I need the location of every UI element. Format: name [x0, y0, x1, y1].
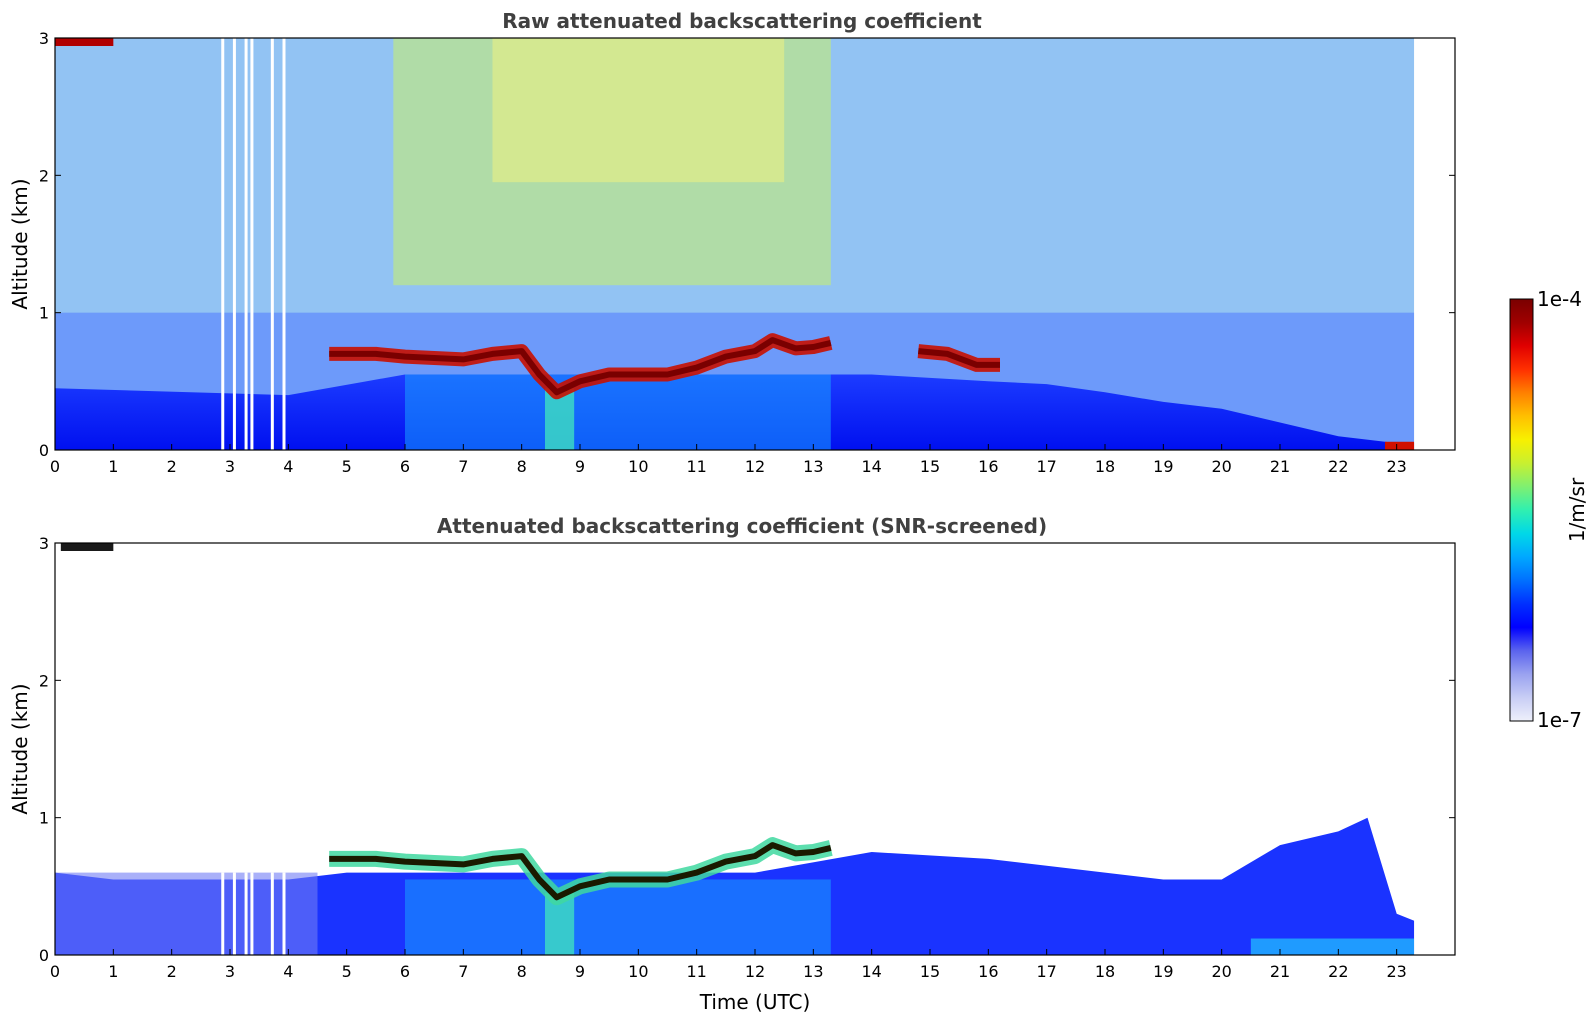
x-tick-label: 21 [1270, 962, 1290, 981]
x-tick-label: 6 [400, 962, 410, 981]
y-tick-label: 2 [39, 166, 49, 185]
x-tick-label: 19 [1153, 457, 1173, 476]
x-tick-label: 22 [1328, 962, 1348, 981]
y-tick-label: 3 [39, 29, 49, 48]
y-tick-label: 1 [39, 304, 49, 323]
x-tick-label: 18 [1095, 962, 1115, 981]
x-tick-label: 15 [920, 457, 940, 476]
x-tick-label: 7 [458, 457, 468, 476]
x-tick-label: 21 [1270, 457, 1290, 476]
x-tick-label: 9 [575, 962, 585, 981]
x-tick-label: 5 [342, 457, 352, 476]
chart-title: Attenuated backscattering coefficient (S… [437, 514, 1047, 538]
x-tick-label: 20 [1211, 457, 1231, 476]
y-tick-label: 3 [39, 534, 49, 553]
x-tick-label: 0 [50, 962, 60, 981]
x-tick-label: 8 [517, 962, 527, 981]
x-tick-label: 4 [283, 457, 293, 476]
axes-ticks: 0 1 2 3 4 5 6 7 8 9 10 11 12 13 14 15 16 17 18 19 20 21 22 2301… [39, 29, 1455, 476]
x-tick-label: 12 [745, 962, 765, 981]
heatmap-image [55, 543, 1455, 955]
x-tick-label: 9 [575, 457, 585, 476]
colorbar-gradient [1509, 298, 1534, 722]
x-tick-label: 13 [803, 962, 823, 981]
x-tick-label: 17 [1036, 962, 1056, 981]
x-tick-label: 10 [628, 962, 648, 981]
x-tick-label: 16 [978, 457, 998, 476]
x-tick-label: 23 [1386, 457, 1406, 476]
x-tick-label: 14 [861, 962, 881, 981]
heatmap-image [55, 38, 1455, 450]
x-tick-label: 18 [1095, 457, 1115, 476]
x-tick-label: 11 [686, 962, 706, 981]
x-tick-label: 10 [628, 457, 648, 476]
chart-snr-screened: Attenuated backscattering coefficient (S… [8, 514, 1456, 1014]
chart-title: Raw attenuated backscattering coefficien… [502, 9, 982, 33]
x-tick-label: 22 [1328, 457, 1348, 476]
x-tick-label: 5 [342, 962, 352, 981]
chart-raw: Raw attenuated backscattering coefficien… [8, 9, 1456, 476]
x-tick-label: 1 [108, 962, 118, 981]
y-axis-label: Altitude (km) [8, 683, 32, 814]
axes-ticks: 0 1 2 3 4 5 6 7 8 9 10 11 12 13 14 15 16 17 18 19 20 21 22 2301… [39, 534, 1455, 981]
x-tick-label: 7 [458, 962, 468, 981]
x-axis-label: Time (UTC) [699, 990, 811, 1014]
x-tick-label: 1 [108, 457, 118, 476]
y-axis-label: Altitude (km) [8, 178, 32, 309]
x-tick-label: 11 [686, 457, 706, 476]
colorbar: 1e-4 1e-7 1/m/sr [1509, 287, 1589, 732]
y-tick-label: 0 [39, 441, 49, 460]
x-tick-label: 17 [1036, 457, 1056, 476]
colorbar-min-label: 1e-7 [1537, 708, 1582, 732]
x-tick-label: 4 [283, 962, 293, 981]
x-tick-label: 8 [517, 457, 527, 476]
x-tick-label: 14 [861, 457, 881, 476]
x-tick-label: 2 [167, 962, 177, 981]
x-tick-label: 0 [50, 457, 60, 476]
x-tick-label: 3 [225, 962, 235, 981]
x-tick-label: 23 [1386, 962, 1406, 981]
y-tick-label: 1 [39, 809, 49, 828]
colorbar-label: 1/m/sr [1565, 477, 1589, 542]
x-tick-label: 2 [167, 457, 177, 476]
x-tick-label: 15 [920, 962, 940, 981]
x-tick-label: 16 [978, 962, 998, 981]
y-tick-label: 2 [39, 671, 49, 690]
y-tick-label: 0 [39, 946, 49, 965]
colorbar-max-label: 1e-4 [1537, 287, 1582, 311]
x-tick-label: 6 [400, 457, 410, 476]
x-tick-label: 13 [803, 457, 823, 476]
x-tick-label: 20 [1211, 962, 1231, 981]
x-tick-label: 12 [745, 457, 765, 476]
x-tick-label: 19 [1153, 962, 1173, 981]
x-tick-label: 3 [225, 457, 235, 476]
